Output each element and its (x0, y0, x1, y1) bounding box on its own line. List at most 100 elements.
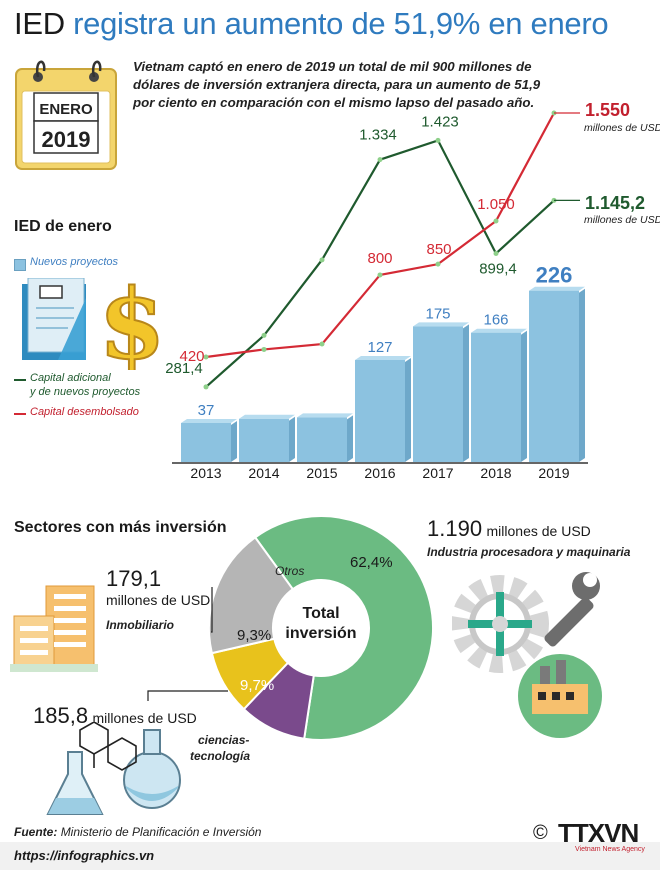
bar-label-2019: 226 (536, 263, 573, 288)
industry-annotation: 1.190 millones de USD (427, 516, 591, 542)
footer-bar (0, 842, 660, 870)
calendar-month: ENERO (39, 101, 93, 118)
x-tick-2016: 2016 (364, 465, 395, 481)
x-tick-2017: 2017 (422, 465, 453, 481)
red-point-2014 (261, 346, 267, 352)
bar-label-2017: 175 (425, 305, 450, 322)
bar-side-2015 (347, 415, 353, 462)
section-title-ied: IED de enero (14, 218, 112, 235)
bar-2013 (181, 423, 231, 462)
legend-green-label-1: Capital adicional (30, 372, 111, 384)
science-annotation: 185,8 millones de USD (33, 703, 197, 729)
bar-top-2018 (471, 328, 527, 333)
legend-red-swatch (14, 413, 26, 415)
slice-label-realestate: 9,3% (237, 627, 272, 644)
green-point-2013 (203, 384, 209, 390)
legend-bars-label: Nuevos proyectos (30, 256, 119, 268)
bar-side-2017 (463, 324, 469, 462)
science-name-2: tecnología (190, 749, 251, 763)
red-end-value: 1.550 (585, 100, 631, 120)
folder-icon (22, 278, 86, 360)
red-point-2013 (203, 354, 209, 360)
donut-slice-industry (253, 515, 434, 741)
gear-icon (452, 572, 602, 738)
legend-red-label: Capital desembolsado (30, 406, 139, 418)
realestate-value: 179,1 (106, 566, 162, 591)
green-label-2017: 1.423 (421, 113, 459, 130)
building-icon (10, 585, 98, 672)
green-point-2018 (493, 250, 499, 256)
green-point-2016 (377, 157, 383, 163)
red-label-2018: 1.050 (477, 196, 515, 213)
bar-2019 (529, 290, 579, 462)
brand-subtitle: Vietnam News Agency (575, 846, 645, 853)
science-name-1: ciencias- (198, 733, 250, 747)
donut-center-line1: Total (302, 605, 340, 622)
brand-logo: TTXVN (558, 818, 639, 848)
legend-green-swatch (14, 379, 26, 381)
science-unit: millones de USD (92, 710, 197, 726)
intro-text: Vietnam captó en enero de 2019 un total … (133, 59, 541, 110)
bar-label-2016: 127 (367, 339, 392, 356)
donut-slice-others (208, 535, 295, 655)
bar-top-2016 (355, 356, 411, 360)
red-label-2013: 420 (179, 348, 204, 365)
red-label-2016: 800 (367, 250, 392, 267)
red-point-2018 (493, 218, 499, 224)
bar-2016 (355, 360, 405, 462)
industry-name: Industria procesadora y maquinaria (427, 545, 631, 559)
footer-url[interactable]: https://infographics.vn (14, 848, 155, 863)
section-title-sectors: Sectores con más inversión (14, 519, 227, 536)
dollar-icon: $ (98, 278, 167, 370)
bar-2017 (413, 326, 463, 462)
industry-value: 1.190 (427, 516, 483, 541)
copyright-symbol: © (533, 822, 548, 844)
calendar-year: 2019 (42, 127, 91, 152)
bar-side-2014 (289, 416, 295, 462)
green-label-2016: 1.334 (359, 127, 397, 144)
bar-top-2019 (529, 286, 585, 291)
legend-green-label-2: y de nuevos proyectos (30, 386, 141, 398)
x-tick-2019: 2019 (538, 465, 569, 481)
bar-label-2013: 37 (198, 402, 215, 419)
page-title: IED registra un aumento de 51,9% en ener… (14, 6, 609, 42)
red-point-2015 (319, 341, 325, 347)
green-point-2015 (319, 257, 325, 263)
svg-text:$: $ (99, 278, 166, 370)
red-end-unit: millones de USD (584, 122, 660, 134)
industry-unit: millones de USD (486, 523, 591, 539)
bar-top-2017 (413, 322, 469, 327)
bar-2015 (297, 417, 347, 462)
donut-center-line2: inversión (285, 625, 357, 642)
red-point-2017 (435, 261, 441, 267)
bar-side-2016 (405, 358, 411, 462)
red-label-2017: 850 (426, 241, 451, 258)
x-tick-2014: 2014 (248, 465, 279, 481)
green-point-2014 (261, 332, 267, 338)
x-tick-2015: 2015 (306, 465, 337, 481)
bar-label-2018: 166 (483, 312, 508, 329)
bar-2014 (239, 418, 289, 462)
source-line: Fuente: Ministerio de Planificación e In… (14, 825, 261, 839)
bar-side-2013 (231, 421, 237, 462)
title-part2: registra un aumento de 51,9% en enero (73, 6, 609, 41)
calendar-icon: ENERO 2019 (15, 60, 117, 170)
slice-label-industry: 62,4% (350, 554, 393, 571)
source-text: Ministerio de Planificación e Inversión (60, 825, 262, 839)
source-label: Fuente: (14, 825, 58, 839)
bar-2018 (471, 332, 521, 462)
x-tick-2018: 2018 (480, 465, 511, 481)
slice-label-others: Otros (275, 564, 305, 578)
green-point-2017 (435, 137, 441, 143)
bar-top-2015 (297, 413, 353, 418)
bar-top-2013 (181, 419, 237, 423)
leader-lines (147, 587, 228, 701)
investment-donut (208, 515, 434, 741)
green-label-2018: 899,4 (479, 260, 517, 277)
green-label-2013: 281,4 (165, 360, 203, 377)
ied-chart: 37 127 175 166 226 2013 2014 2015 2016 2017 2018 20… (165, 110, 588, 481)
bar-side-2018 (521, 330, 527, 462)
bar-side-2019 (579, 288, 585, 462)
x-tick-2013: 2013 (190, 465, 221, 481)
title-part1: IED (14, 6, 65, 41)
